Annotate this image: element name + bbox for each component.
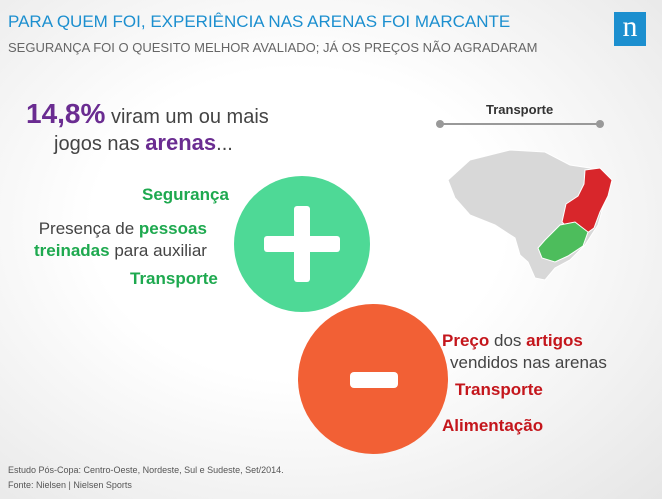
text: artigos xyxy=(526,331,583,350)
stat-line1: 14,8% viram um ou mais xyxy=(26,98,269,130)
map-label: Transporte xyxy=(486,102,554,117)
text: Presença de xyxy=(38,219,135,238)
stat-tail: ... xyxy=(216,133,233,155)
text: pessoas xyxy=(138,219,207,238)
positive-item: Segurança xyxy=(142,185,229,204)
negative-item: Transporte xyxy=(455,380,543,399)
negative-item: Alimentação xyxy=(442,416,544,435)
text: Preço xyxy=(442,331,490,350)
positive-item: Transporte xyxy=(130,269,218,288)
dot xyxy=(436,120,444,128)
minus-icon xyxy=(350,372,398,388)
text: treinadas xyxy=(34,241,110,260)
positive-item: Presença de pessoas treinadas para auxil… xyxy=(34,218,207,262)
negative-item: Preço dos artigos vendidos nas arenas xyxy=(442,330,607,374)
dot xyxy=(596,120,604,128)
text: para auxiliar xyxy=(114,241,207,260)
footer-study: Estudo Pós-Copa: Centro-Oeste, Nordeste,… xyxy=(8,465,284,475)
footer-source: Fonte: Nielsen | Nielsen Sports xyxy=(8,480,132,490)
text: vendidos nas arenas xyxy=(450,353,607,372)
stat-text: viram um ou mais xyxy=(110,106,269,128)
logo: n xyxy=(614,12,646,46)
subtitle: SEGURANÇA FOI O QUESITO MELHOR AVALIADO;… xyxy=(8,40,538,55)
stat-highlight: arenas xyxy=(145,130,217,155)
stat-line2-text: jogos nas xyxy=(54,133,140,155)
plus-icon xyxy=(264,236,340,252)
text: dos xyxy=(493,331,522,350)
stat-line2: jogos nas arenas... xyxy=(54,130,233,156)
title: PARA QUEM FOI, EXPERIÊNCIA NAS ARENAS FO… xyxy=(8,12,511,31)
stat-value: 14,8% xyxy=(26,98,106,129)
map-southeast xyxy=(537,221,589,263)
